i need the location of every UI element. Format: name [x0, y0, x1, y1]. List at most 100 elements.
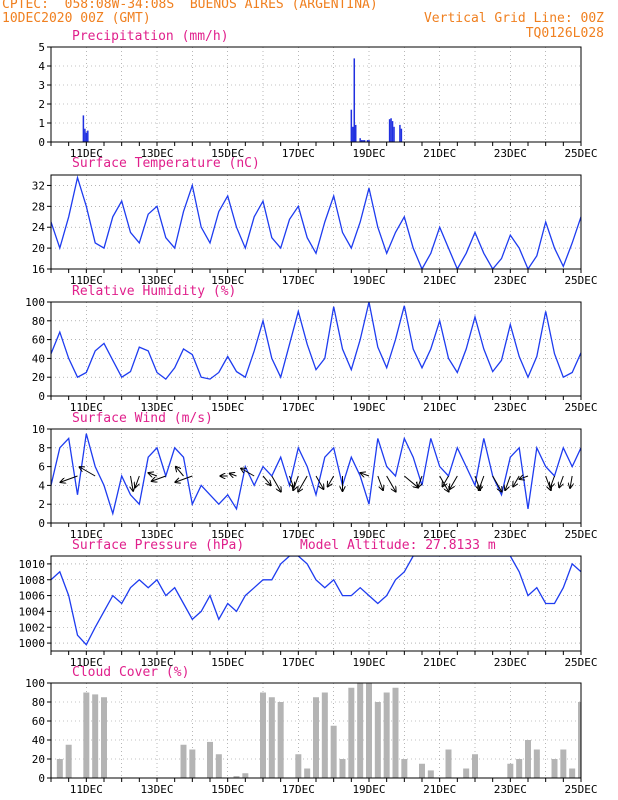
wind-vector: [293, 475, 299, 490]
cloud-bar: [383, 692, 390, 778]
cloud-bar: [578, 702, 581, 778]
cloud-bar: [304, 768, 311, 778]
precip-bar: [87, 130, 89, 142]
cloud-bar: [392, 687, 399, 778]
x-tick-label: 21DEC: [423, 274, 456, 287]
plot-cloud-cover: [56, 683, 581, 778]
wind-vector: [377, 475, 383, 490]
y-tick-label: 0: [38, 136, 45, 149]
precip-bar: [84, 128, 86, 142]
x-tick-label: 13DEC: [140, 147, 173, 160]
cloud-bar: [374, 702, 381, 778]
wind-vector: [418, 475, 423, 487]
wind-vector: [271, 475, 281, 492]
cloud-bar: [233, 776, 240, 778]
cloud-bar: [366, 683, 372, 778]
y-tick-label: 0: [38, 772, 45, 785]
wind-line: [51, 433, 581, 517]
cloud-bar: [445, 749, 452, 778]
title-humidity: Relative Humidity (%): [72, 284, 237, 299]
y-tick-label: 1008: [19, 574, 46, 587]
precip-bar: [391, 121, 394, 142]
cloud-bar: [463, 768, 470, 778]
cloud-bar: [277, 702, 284, 778]
precip-bar: [360, 140, 363, 142]
wind-vector: [404, 475, 418, 488]
x-tick-label: 23DEC: [494, 783, 527, 796]
y-tick-label: 10: [32, 423, 45, 436]
header-station: CPTEC: 058:08W-34:08S BUENOS AIRES (ARGE…: [2, 0, 378, 12]
cloud-bar: [242, 773, 249, 778]
precip-bar: [350, 109, 353, 142]
wind-vector: [176, 467, 184, 477]
cloud-bar: [357, 683, 364, 778]
x-tick-label: 19DEC: [352, 783, 385, 796]
x-tick-label: 23DEC: [494, 274, 527, 287]
cloud-bar: [295, 754, 302, 778]
x-tick-label: 21DEC: [423, 528, 456, 541]
x-tick-label: 11DEC: [70, 147, 103, 160]
y-tick-label: 20: [32, 242, 45, 255]
precip-bar: [393, 126, 395, 142]
wind-vector: [492, 475, 502, 492]
pressure-line: [51, 556, 581, 646]
plot-precipitation: [82, 58, 403, 142]
x-tick-label: 21DEC: [423, 656, 456, 669]
wind-vector: [241, 469, 255, 477]
header-grid-note: Vertical Grid Line: 00Z: [423, 11, 604, 26]
wind-vector: [443, 475, 449, 486]
wind-vector: [315, 475, 324, 489]
wind-vector: [80, 467, 96, 477]
frame-precipitation: [50, 46, 582, 143]
cloud-bar: [83, 692, 90, 778]
cloud-bar: [419, 763, 425, 778]
y-tick-label: 16: [32, 263, 45, 276]
cloud-bar: [260, 692, 266, 778]
title-cloud-cover: Cloud Cover (%): [72, 665, 190, 680]
y-tick-label: 6: [38, 461, 45, 474]
y-tick-label: 3: [38, 79, 45, 92]
cloud-bar: [339, 759, 346, 778]
y-tick-label: 1002: [19, 621, 46, 634]
panel-wind: 0 2 4 6 8 10 11DEC 13DEC 15DEC 17DEC 19DEC 21DEC 23D…: [32, 423, 598, 541]
x-tick-label: 17DEC: [282, 274, 315, 287]
cloud-bar: [321, 692, 328, 778]
x-tick-label: 13DEC: [140, 274, 173, 287]
y-tick-label: 60: [32, 334, 45, 347]
x-tick-label: 15DEC: [211, 656, 244, 669]
x-tick-label: 19DEC: [352, 528, 385, 541]
y-tick-label: 4: [38, 60, 45, 73]
precip-bar: [355, 124, 357, 142]
y-tick-label: 20: [32, 371, 45, 384]
header-date: 10DEC2020 00Z (GMT): [2, 11, 151, 26]
panel-humidity: 0 20 40 60 80 100 11DEC 13DEC 15DEC 17DEC 19DEC 21D…: [25, 296, 597, 414]
x-tick-label: 15DEC: [211, 401, 244, 414]
y-tick-label: 5: [38, 41, 45, 54]
x-tick-label: 19DEC: [352, 147, 385, 160]
cloud-bar: [189, 749, 196, 778]
title-pressure: Surface Pressure (hPa): [72, 538, 245, 553]
x-tick-label: 17DEC: [282, 401, 315, 414]
precip-bar: [363, 140, 366, 142]
x-tick-label: 25DEC: [564, 528, 597, 541]
precip-bar: [399, 124, 401, 142]
y-tick-label: 40: [32, 352, 45, 365]
y-tick-label: 2: [38, 498, 45, 511]
y-tick-label: 32: [32, 179, 45, 192]
wind-vector: [175, 475, 193, 482]
header-code: TQ0126L028: [525, 26, 604, 41]
y-tick-label: 40: [32, 734, 45, 747]
cloud-bar: [569, 768, 576, 778]
title-wind: Surface Wind (m/s): [72, 411, 213, 426]
x-tick-label: 13DEC: [140, 401, 173, 414]
wind-vector: [262, 475, 271, 485]
wind-vector: [230, 474, 237, 476]
wind-vector: [361, 473, 370, 476]
x-tick-label: 17DEC: [282, 528, 315, 541]
wind-vector: [559, 475, 564, 487]
x-tick-label: 25DEC: [564, 401, 597, 414]
y-tick-label: 0: [38, 390, 45, 403]
cloud-bar: [401, 759, 408, 778]
x-tick-label: 11DEC: [70, 656, 103, 669]
